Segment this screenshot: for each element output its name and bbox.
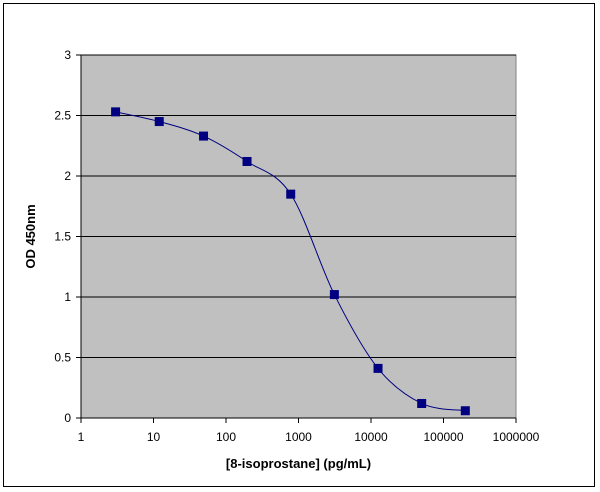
y-tick-label: 2.5 xyxy=(54,109,71,123)
data-point-marker xyxy=(199,131,209,141)
data-point-marker xyxy=(286,189,296,199)
x-tick-label: 100000 xyxy=(423,430,463,444)
x-axis-title: [8-isoprostane] (pg/mL) xyxy=(226,456,371,471)
x-tick-labels: 1 10 100 1000 10000 100000 1000000 xyxy=(78,430,540,444)
y-tick-label: 3 xyxy=(64,48,71,62)
y-tick-labels: 0 0.5 1 1.5 2 2.5 3 xyxy=(54,48,71,425)
series-line xyxy=(115,111,466,412)
data-point-marker xyxy=(460,406,470,416)
data-point-marker xyxy=(111,107,121,117)
y-axis-title: OD 450nm xyxy=(23,204,38,268)
y-tick-label: 0.5 xyxy=(54,351,71,365)
x-tick-label: 10000 xyxy=(354,430,388,444)
data-point-marker xyxy=(373,363,383,373)
y-tick-label: 1.5 xyxy=(54,230,71,244)
y-tick-label: 1 xyxy=(64,290,71,304)
x-tick-label: 10 xyxy=(147,430,161,444)
x-tick-label: 1 xyxy=(78,430,85,444)
y-tick-label: 2 xyxy=(64,169,71,183)
data-point-marker xyxy=(417,398,427,408)
x-tick-label: 1000000 xyxy=(493,430,540,444)
x-tick-label: 1000 xyxy=(285,430,312,444)
data-points xyxy=(111,107,470,416)
data-point-marker xyxy=(329,290,339,300)
gridlines xyxy=(76,54,517,423)
x-tick-label: 100 xyxy=(216,430,236,444)
data-point-marker xyxy=(154,117,164,127)
data-point-marker xyxy=(242,156,252,166)
y-tick-label: 0 xyxy=(64,411,71,425)
